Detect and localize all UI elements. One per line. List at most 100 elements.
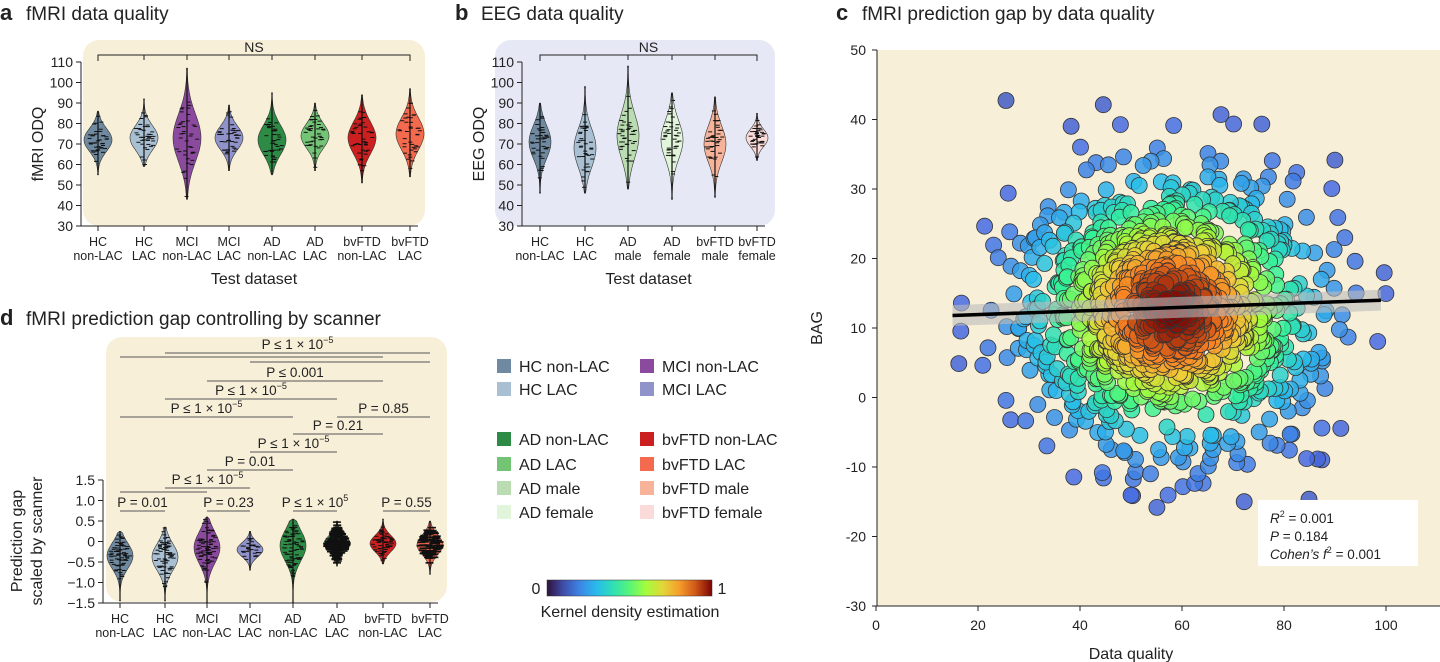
p-value-text: P = 0.01 [117, 495, 167, 510]
y-axis-label: EEG ODQ [471, 107, 488, 182]
x-tick-label: male [614, 249, 641, 263]
scatter-point [1046, 409, 1063, 426]
x-tick-label: LAC [325, 626, 349, 640]
scatter-point [1094, 96, 1112, 114]
p-value-text: P ≤ 1 × 10 [262, 337, 324, 352]
stat-value: = 0.184 [1279, 529, 1329, 544]
scatter-point [979, 339, 997, 357]
x-axis-label: Test dataset [211, 271, 298, 288]
scatter-point [1313, 419, 1331, 437]
legend-swatch [640, 382, 654, 396]
scatter-point [999, 184, 1017, 202]
y-axis-label: Prediction gap [9, 490, 26, 592]
y-tick-label: 100 [50, 75, 74, 91]
legend-swatch [640, 481, 654, 495]
x-tick-label: HC [156, 612, 174, 626]
scatter-point [1220, 403, 1237, 421]
scatter-point [1112, 116, 1129, 133]
p-value-text: P ≤ 1 × 10 [258, 436, 320, 451]
scatter-point [1253, 115, 1271, 133]
scatter-point [1148, 498, 1166, 516]
y-tick-label: 50 [850, 42, 866, 58]
scatter-point [1109, 384, 1127, 402]
x-tick-label: MCI [218, 235, 241, 249]
legend-label: AD LAC [519, 457, 577, 474]
y-tick-label: 60 [57, 157, 73, 173]
scatter-point [1029, 396, 1047, 413]
y-tick-label: 0 [87, 534, 95, 550]
panel-b: b EEG data quality30405060708090100110HCn… [455, 0, 776, 288]
scatter-point [1199, 168, 1217, 186]
p-value-text: P ≤ 1 × 10 [171, 401, 233, 416]
scatter-point [1134, 157, 1152, 174]
scatter-point [1062, 117, 1080, 135]
legend-swatch [497, 457, 511, 471]
x-tick-label: LAC [573, 249, 597, 263]
x-tick-label: MCI [176, 235, 199, 249]
legend-swatch [640, 457, 654, 471]
scatter-point [1332, 419, 1350, 437]
y-tick-label: 1.5 [76, 472, 96, 488]
scatter-point [1115, 148, 1132, 166]
y-axis-label: fMRI ODQ [30, 107, 47, 182]
x-tick-label: AD [306, 235, 323, 249]
legend-swatch [497, 382, 511, 396]
p-value-text: P = 0.85 [358, 401, 408, 416]
x-tick-label: bvFTD [738, 235, 776, 249]
comparison-p-value: P ≤ 1 × 10−5 [171, 399, 243, 416]
scatter-point [1271, 366, 1289, 384]
y-tick-label: 30 [57, 218, 73, 234]
x-tick-label: AD [328, 612, 345, 626]
scatter-point [1212, 106, 1230, 123]
legend-swatch [497, 505, 511, 519]
comparison-p-value: P ≤ 1 × 10−5 [262, 335, 334, 352]
scatter-point [1375, 264, 1393, 282]
scatter-point [1202, 426, 1220, 444]
x-tick-label: 40 [1072, 617, 1088, 633]
y-tick-label: 40 [57, 198, 73, 214]
scatter-point [1346, 252, 1364, 270]
panel-letter: d [0, 305, 13, 330]
scatter-point [1186, 195, 1204, 213]
scatter-point [997, 391, 1015, 409]
legend-swatch [640, 432, 654, 446]
scatter-point [1002, 411, 1020, 429]
x-tick-label: AD [619, 235, 636, 249]
scatter-point [1072, 138, 1089, 156]
x-tick-label: AD [663, 235, 680, 249]
p-value-text: P ≤ 1 × 10 [282, 495, 344, 510]
p-value-text: P ≤ 1 × 10 [215, 383, 277, 398]
scatter-point [1130, 177, 1148, 194]
scatter-point [1263, 152, 1281, 170]
x-tick-label: MCI [239, 612, 262, 626]
y-tick-label: -30 [846, 598, 866, 614]
x-tick-label: AD [284, 612, 301, 626]
legend-swatch [640, 505, 654, 519]
scatter-point [1097, 181, 1115, 199]
comparison-p-value: P ≤ 1 × 10−5 [172, 470, 244, 487]
y-tick-label: 20 [850, 251, 866, 267]
scatter-point [1284, 172, 1302, 190]
x-tick-label: LAC [217, 249, 241, 263]
scatter-point [1323, 180, 1341, 198]
legend-label: AD male [519, 481, 580, 498]
y-tick-label: −1.5 [67, 595, 95, 611]
colorbar-caption: Kernel density estimation [541, 604, 720, 621]
p-value-exponent: −5 [232, 399, 242, 409]
panel-letter: a [0, 0, 13, 25]
x-tick-label: AD [263, 235, 280, 249]
legend-swatch [497, 359, 511, 373]
x-tick-label: female [738, 249, 776, 263]
scatter-point [1250, 423, 1268, 441]
scatter-point [1325, 241, 1343, 258]
scatter-point [1001, 223, 1019, 241]
scatter-point [1176, 219, 1194, 237]
y-tick-label: 0.5 [76, 513, 96, 529]
x-tick-label: HC [135, 235, 153, 249]
scatter-point [1115, 442, 1133, 460]
scatter-point [1159, 486, 1177, 504]
comparison-p-value: P = 0.21 [313, 418, 363, 433]
y-axis-label: BAG [809, 311, 826, 345]
y-tick-label: 90 [498, 95, 514, 111]
comparison-p-value: P = 0.23 [203, 495, 253, 510]
